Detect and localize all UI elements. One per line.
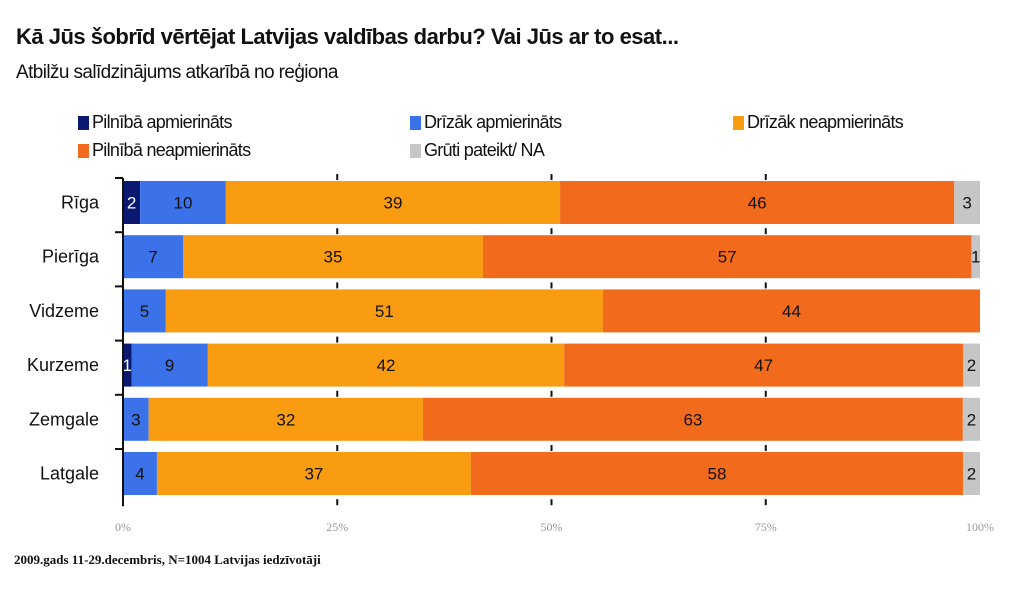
legend-item: Drīzāk apmierināts bbox=[410, 112, 562, 133]
data-label: 44 bbox=[782, 302, 801, 321]
data-label: 46 bbox=[748, 194, 767, 213]
data-label: 57 bbox=[718, 248, 737, 267]
data-label: 63 bbox=[683, 410, 702, 429]
legend-label: Pilnībā neapmierināts bbox=[92, 140, 251, 160]
data-label: 58 bbox=[707, 465, 726, 484]
legend-label: Grūti pateikt/ NA bbox=[424, 140, 545, 160]
bar-segment bbox=[564, 343, 964, 387]
bar-segment bbox=[963, 452, 980, 495]
bar-segment bbox=[123, 289, 166, 333]
bar-segment bbox=[156, 452, 471, 495]
legend-label: Drīzāk neapmierināts bbox=[747, 112, 904, 132]
category-label: Zemgale bbox=[29, 409, 99, 429]
bar-segment bbox=[165, 289, 603, 333]
bar-segment bbox=[123, 235, 183, 279]
bar-segment bbox=[962, 397, 980, 441]
data-label: 32 bbox=[276, 410, 295, 429]
bar-segment bbox=[123, 181, 141, 224]
legend-swatch bbox=[733, 115, 744, 130]
bar-segment bbox=[123, 452, 157, 495]
data-label: 35 bbox=[324, 248, 343, 267]
category-label: Rīga bbox=[61, 193, 100, 213]
legend-label: Drīzāk apmierināts bbox=[424, 112, 562, 132]
data-label: 2 bbox=[967, 356, 976, 375]
category-label: Vidzeme bbox=[29, 301, 99, 321]
legend-swatch bbox=[410, 143, 421, 158]
legend-item: Pilnībā apmierināts bbox=[78, 112, 232, 133]
category-label: Latgale bbox=[40, 464, 99, 484]
data-label: 2 bbox=[967, 410, 976, 429]
bar-segment bbox=[470, 452, 964, 495]
data-label: 2 bbox=[967, 465, 976, 484]
data-label: 2 bbox=[127, 194, 136, 213]
bar-segment bbox=[560, 181, 955, 224]
bar-segment bbox=[602, 289, 980, 333]
legend-swatch bbox=[78, 115, 89, 130]
category-label: Pierīga bbox=[42, 247, 100, 267]
bar-segment bbox=[182, 235, 483, 279]
bar-segment bbox=[971, 235, 980, 279]
data-label: 37 bbox=[304, 465, 323, 484]
legend-label: Pilnībā apmierināts bbox=[92, 112, 232, 132]
data-label: 1 bbox=[971, 248, 980, 267]
data-label: 39 bbox=[383, 194, 402, 213]
data-label: 42 bbox=[377, 356, 396, 375]
legend-item: Drīzāk neapmierināts bbox=[733, 112, 904, 133]
chart-title: Kā Jūs šobrīd vērtējat Latvijas valdības… bbox=[16, 24, 679, 49]
data-label: 10 bbox=[174, 194, 193, 213]
legend-swatch bbox=[410, 115, 421, 130]
data-label: 3 bbox=[131, 410, 140, 429]
data-label: 3 bbox=[962, 194, 971, 213]
data-label: 5 bbox=[140, 302, 149, 321]
x-tick-label: 100% bbox=[966, 520, 994, 534]
data-label: 1 bbox=[123, 356, 132, 375]
bar-segment bbox=[123, 343, 132, 387]
bar-segment bbox=[131, 343, 208, 387]
x-tick-label: 75% bbox=[755, 520, 777, 534]
legend-swatch bbox=[78, 143, 89, 158]
bar-segment bbox=[207, 343, 565, 387]
x-tick-label: 50% bbox=[541, 520, 563, 534]
bar-segment bbox=[225, 181, 561, 224]
category-label: Kurzeme bbox=[27, 355, 99, 375]
bar-segment bbox=[140, 181, 226, 224]
data-label: 7 bbox=[148, 248, 157, 267]
legend-item: Pilnībā neapmierināts bbox=[78, 140, 251, 161]
bar-segment bbox=[123, 397, 149, 441]
chart-subtitle: Atbilžu salīdzinājums atkarībā no reģion… bbox=[16, 62, 338, 83]
x-tick-label: 0% bbox=[115, 520, 131, 534]
x-tick-label: 25% bbox=[326, 520, 348, 534]
footer-note: 2009.gads 11-29.decembris, N=1004 Latvij… bbox=[14, 552, 321, 567]
legend-item: Grūti pateikt/ NA bbox=[410, 140, 545, 161]
data-label: 47 bbox=[754, 356, 773, 375]
bar-segment bbox=[482, 235, 972, 279]
bar-segment bbox=[422, 397, 963, 441]
legend: Pilnībā apmierināts Drīzāk apmierināts D… bbox=[78, 112, 978, 164]
data-label: 9 bbox=[165, 356, 174, 375]
bar-segment bbox=[963, 343, 980, 387]
data-label: 51 bbox=[375, 302, 394, 321]
bar-segment bbox=[148, 397, 423, 441]
data-label: 4 bbox=[135, 465, 144, 484]
bar-segment bbox=[954, 181, 980, 224]
